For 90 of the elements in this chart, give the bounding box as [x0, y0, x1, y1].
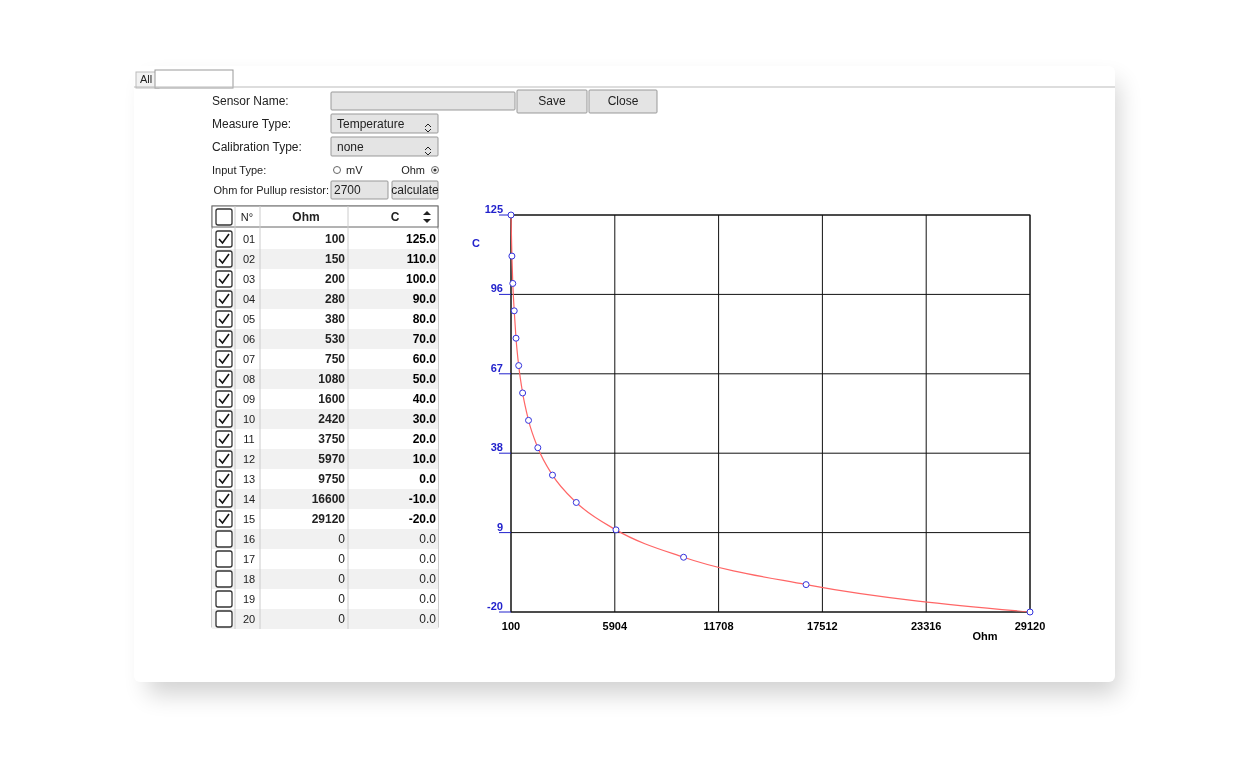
text: 3750	[318, 432, 346, 446]
text: 280	[324, 292, 346, 306]
text: N°	[240, 211, 254, 223]
x-tick-label: 5904	[602, 620, 628, 632]
text: Temperature	[337, 117, 405, 131]
text: 0.0	[419, 532, 437, 546]
text: 30.0	[412, 412, 436, 426]
text: 08	[242, 373, 256, 385]
text: 60.0	[412, 352, 436, 366]
text: 40.0	[412, 392, 436, 406]
text: 16	[242, 533, 256, 545]
y-tick-label: -20	[487, 600, 503, 612]
text: 0	[338, 612, 346, 626]
x-tick-label: 17512	[807, 620, 838, 632]
text: none	[337, 140, 365, 154]
text: 17	[242, 553, 256, 565]
x-tick-label: 23316	[910, 620, 942, 632]
text: mV	[346, 164, 364, 176]
text: 20	[242, 613, 256, 625]
text: 13	[242, 473, 256, 485]
text: Sensor Name:	[212, 94, 289, 108]
text: Save	[538, 94, 566, 108]
x-tick-label: 29120	[1014, 620, 1046, 632]
text: Close	[607, 94, 639, 108]
text: 01	[242, 233, 256, 245]
text: 09	[242, 393, 256, 405]
y-tick-label: 67	[490, 361, 503, 374]
text: 07	[242, 353, 256, 365]
text: 10	[242, 413, 256, 425]
text: 14	[242, 493, 256, 505]
text: 02	[242, 253, 256, 265]
text: 530	[324, 332, 346, 346]
text: 0	[338, 572, 346, 586]
y-tick-label: 96	[490, 282, 503, 295]
text: 1600	[318, 392, 346, 406]
text: 16600	[311, 492, 346, 506]
text: 150	[324, 252, 346, 266]
text: Ohm for Pullup resistor:	[213, 184, 329, 196]
text: 15	[242, 513, 256, 525]
text: 05	[242, 313, 256, 325]
text: 0.0	[419, 552, 437, 566]
text: 0	[338, 592, 346, 606]
y-axis-title: C	[472, 237, 481, 249]
text: 29120	[311, 512, 346, 526]
text: 18	[242, 573, 256, 585]
text: 100.0	[405, 272, 436, 286]
text: 380	[324, 312, 346, 326]
text: 80.0	[412, 312, 436, 326]
x-tick-label: 100	[501, 620, 521, 632]
text: 5970	[318, 452, 346, 466]
x-axis-title: Ohm	[972, 630, 998, 642]
text: Input Type:	[212, 164, 267, 176]
text: 19	[242, 593, 256, 605]
x-tick-label: 11708	[703, 620, 734, 632]
text: 10.0	[412, 452, 436, 466]
y-tick-label: 38	[490, 441, 503, 454]
text: 11	[243, 433, 255, 445]
text: 110.0	[406, 252, 436, 266]
text: 2700	[334, 183, 362, 197]
text: Calibration Type:	[212, 140, 302, 154]
y-tick-label: 125	[484, 203, 503, 215]
text: -10.0	[408, 492, 436, 506]
text: 0	[338, 532, 346, 546]
text: 100	[324, 232, 346, 246]
text: 20.0	[412, 432, 436, 446]
y-tick-label: 9	[496, 520, 503, 533]
text: 03	[242, 273, 256, 285]
text: Ohm	[292, 210, 320, 224]
text: 70.0	[412, 332, 436, 346]
text: 9750	[318, 472, 346, 486]
text: 0	[338, 552, 346, 566]
text: 200	[324, 272, 346, 286]
text: 50.0	[412, 372, 436, 386]
text: All	[140, 73, 153, 85]
text: 0.0	[419, 472, 437, 486]
text: Measure Type:	[212, 117, 292, 131]
text: 12	[242, 453, 256, 465]
text: 2420	[318, 412, 346, 426]
text: 04	[242, 293, 256, 305]
text: 0.0	[419, 612, 436, 626]
text: 750	[324, 352, 346, 366]
text: 1080	[318, 372, 346, 386]
text: 0.0	[419, 572, 437, 586]
text: C	[390, 210, 400, 224]
text: Ohm	[401, 164, 425, 176]
text: 90.0	[412, 292, 436, 306]
text: 06	[242, 333, 256, 345]
text: 125.0	[405, 232, 436, 246]
text: -20.0	[408, 512, 436, 526]
text: 0.0	[419, 592, 437, 606]
